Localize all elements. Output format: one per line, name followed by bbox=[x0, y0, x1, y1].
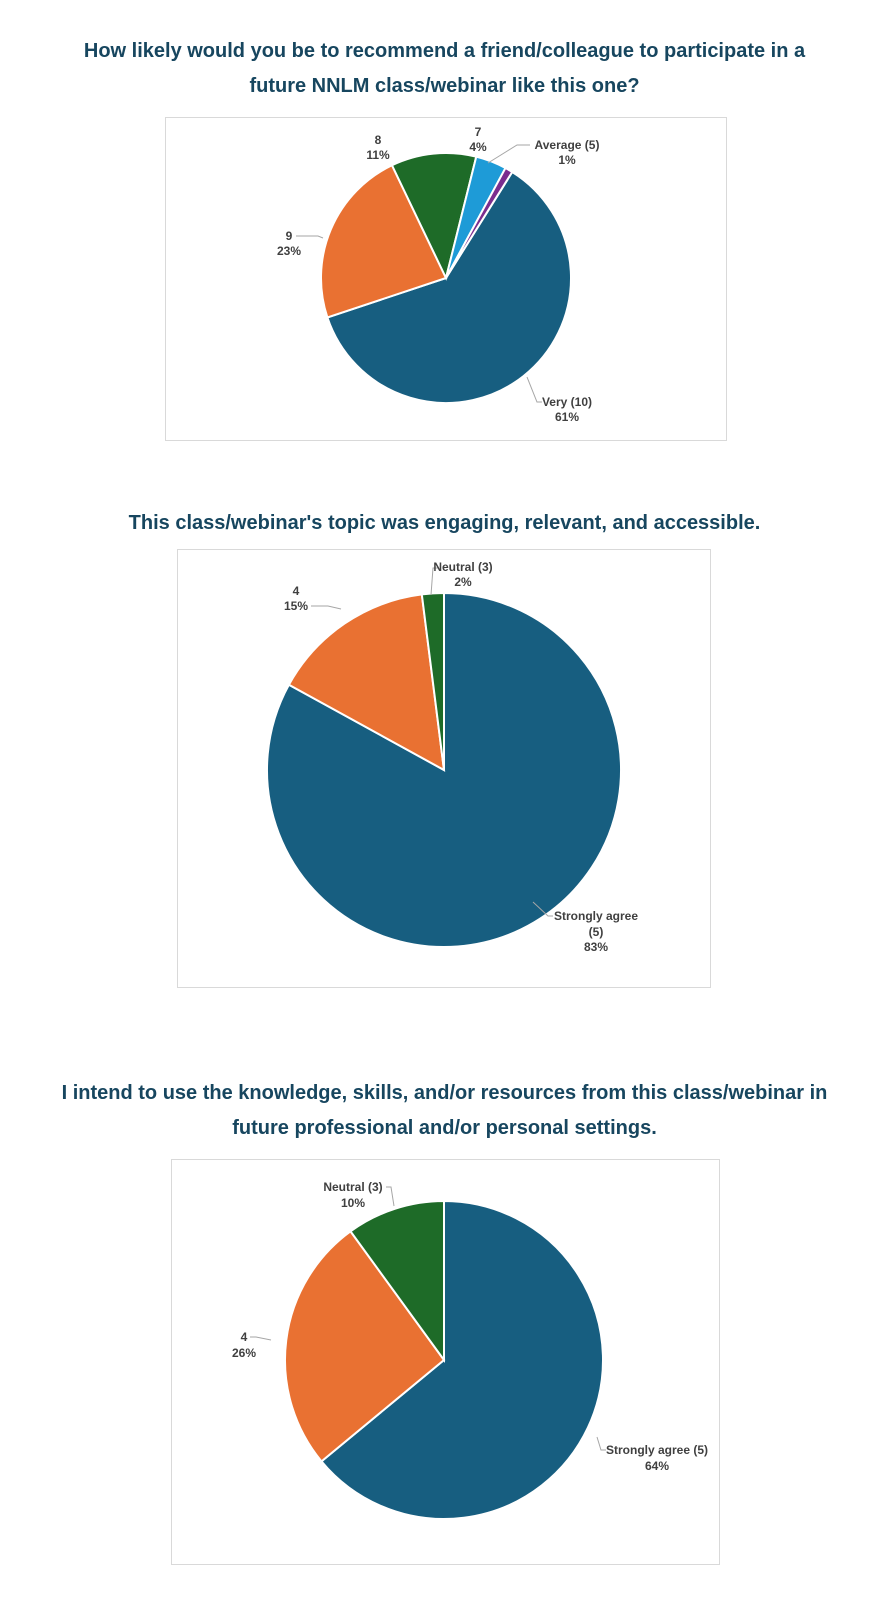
label-strongly-agree: Strongly agree bbox=[554, 909, 638, 923]
pie-slice-very-10 bbox=[326, 170, 572, 404]
label-8: 8 bbox=[375, 133, 382, 147]
pct-very-10: 61% bbox=[555, 410, 579, 424]
pct-8: 11% bbox=[366, 148, 390, 162]
pie-slice-4 bbox=[284, 1229, 446, 1463]
label-4: 4 bbox=[241, 1330, 248, 1344]
label-very-10: Very (10) bbox=[542, 395, 592, 409]
chart-3-title: I intend to use the knowledge, skills, a… bbox=[40, 1076, 849, 1146]
pie-slice-strongly-agree-5 bbox=[320, 1199, 604, 1520]
pct-9: 23% bbox=[277, 244, 301, 258]
pct-4: 26% bbox=[232, 1346, 256, 1360]
chart-2-title-line-1: This class/webinar's topic was engaging,… bbox=[128, 512, 761, 534]
chart-2-title: This class/webinar's topic was engaging,… bbox=[40, 506, 849, 541]
label-strongly-agree-5: Strongly agree (5) bbox=[606, 1443, 708, 1457]
pie-3-labels: Strongly agree (5) 64% 4 26% Neutral (3)… bbox=[232, 1180, 708, 1473]
pie-slice-strongly-agree-5 bbox=[266, 591, 622, 948]
pie-slice-9 bbox=[320, 163, 448, 319]
chart-3-title-line-2: future professional and/or personal sett… bbox=[232, 1117, 657, 1139]
pct-neutral-3: 10% bbox=[341, 1196, 365, 1210]
pie-1-labels: Very (10) 61% 9 23% 8 11% 7 4% Average (… bbox=[277, 125, 599, 424]
label-neutral-3: Neutral (3) bbox=[433, 560, 492, 574]
label-average-5: Average (5) bbox=[535, 138, 600, 152]
pie-chart-1 bbox=[320, 152, 572, 404]
pct-4: 15% bbox=[284, 599, 308, 613]
pie-slice-neutral-3 bbox=[349, 1199, 445, 1364]
label-7: 7 bbox=[475, 125, 482, 139]
pie-chart-3 bbox=[284, 1199, 604, 1520]
label-strongly-agree-5: (5) bbox=[589, 925, 604, 939]
pct-strongly-agree: 83% bbox=[584, 940, 608, 954]
pct-7: 4% bbox=[469, 140, 487, 154]
pct-strongly-agree-5: 64% bbox=[645, 1459, 669, 1473]
chart-1-title-line-1: How likely would you be to recommend a f… bbox=[83, 40, 806, 62]
pie-slice-4 bbox=[287, 593, 446, 772]
pie-slice-neutral-3 bbox=[420, 591, 445, 771]
pie-slice-average-5 bbox=[445, 166, 514, 279]
pie-2-labels: Strongly agree (5) 83% 4 15% Neutral (3)… bbox=[284, 560, 638, 954]
pie-chart-2 bbox=[266, 591, 622, 948]
pct-average-5: 1% bbox=[558, 153, 576, 167]
pie-slice-8 bbox=[390, 152, 478, 281]
label-9: 9 bbox=[286, 229, 293, 243]
label-4: 4 bbox=[293, 584, 300, 598]
pct-neutral-3: 2% bbox=[454, 575, 472, 589]
chart-1-title-line-2: future NNLM class/webinar like this one? bbox=[249, 75, 640, 97]
chart-1-title: How likely would you be to recommend a f… bbox=[40, 34, 849, 104]
label-neutral-3: Neutral (3) bbox=[323, 1180, 382, 1194]
chart-3-title-line-1: I intend to use the knowledge, skills, a… bbox=[61, 1082, 828, 1104]
